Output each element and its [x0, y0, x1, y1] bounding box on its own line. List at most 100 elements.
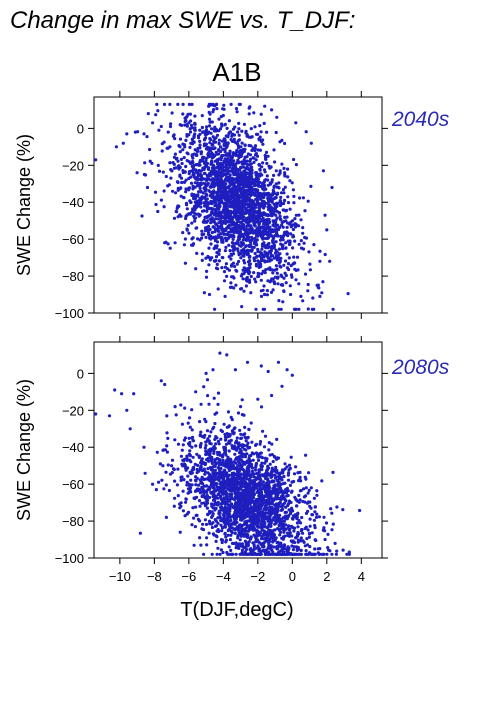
- data-point: [225, 516, 229, 520]
- data-point: [216, 391, 221, 395]
- data-point: [188, 145, 192, 149]
- data-point: [209, 430, 213, 434]
- data-point: [203, 229, 208, 233]
- data-point: [254, 132, 259, 136]
- data-point: [341, 548, 345, 552]
- data-point: [263, 434, 268, 438]
- data-point: [224, 538, 229, 542]
- data-point: [243, 180, 247, 184]
- data-point: [274, 130, 278, 135]
- data-point: [223, 139, 227, 143]
- data-point: [296, 525, 300, 529]
- data-point: [194, 226, 198, 230]
- data-point: [234, 192, 238, 196]
- data-point: [295, 547, 299, 552]
- plot-frame-2040s: [93, 96, 383, 314]
- data-point: [280, 221, 284, 225]
- data-point: [260, 501, 264, 505]
- data-point: [296, 268, 300, 272]
- data-point: [207, 292, 212, 297]
- data-point: [138, 531, 142, 535]
- data-point: [334, 552, 338, 556]
- data-point: [214, 255, 219, 259]
- data-point: [204, 443, 208, 448]
- data-point: [313, 538, 317, 542]
- data-point: [270, 108, 274, 112]
- data-point: [236, 130, 240, 134]
- data-point: [212, 108, 216, 112]
- data-point: [162, 487, 166, 491]
- data-point: [239, 552, 243, 556]
- data-point: [165, 146, 169, 150]
- data-point: [277, 480, 281, 484]
- data-point: [327, 548, 331, 552]
- data-point: [274, 202, 278, 206]
- data-point: [250, 238, 254, 242]
- data-point: [285, 266, 289, 270]
- data-point: [266, 256, 270, 260]
- data-point: [271, 497, 276, 501]
- data-point: [233, 452, 237, 456]
- data-point: [226, 497, 230, 501]
- data-point: [269, 254, 273, 258]
- data-point: [239, 252, 243, 256]
- data-point: [297, 518, 301, 523]
- data-point: [173, 479, 177, 483]
- data-point: [197, 163, 201, 167]
- data-point: [216, 488, 220, 492]
- data-point: [227, 243, 231, 247]
- data-point: [204, 275, 209, 279]
- data-point: [318, 259, 322, 263]
- data-point: [277, 299, 281, 303]
- data-point: [215, 535, 219, 539]
- data-point: [252, 111, 256, 115]
- data-point: [209, 221, 213, 225]
- data-point: [254, 241, 258, 246]
- data-point: [150, 161, 154, 165]
- data-point: [258, 124, 262, 128]
- data-point: [154, 202, 158, 207]
- data-point: [242, 534, 246, 538]
- data-point: [330, 185, 334, 190]
- data-point: [244, 284, 248, 288]
- data-point: [212, 533, 216, 537]
- data-point: [196, 149, 200, 153]
- data-point: [205, 536, 209, 540]
- data-point: [159, 198, 163, 202]
- data-point: [225, 205, 229, 209]
- data-point: [211, 498, 216, 502]
- data-point: [225, 522, 229, 526]
- data-point: [169, 122, 173, 126]
- data-point: [247, 112, 251, 116]
- data-point: [164, 470, 168, 474]
- data-point: [284, 219, 288, 223]
- data-point: [198, 139, 202, 143]
- data-point: [198, 466, 202, 470]
- data-point: [246, 490, 250, 494]
- data-point: [246, 184, 250, 189]
- data-point: [283, 271, 287, 275]
- data-point: [276, 253, 280, 258]
- data-point: [207, 459, 211, 463]
- data-point: [212, 147, 216, 151]
- data-point: [172, 216, 177, 220]
- data-point: [279, 191, 284, 195]
- data-point: [207, 246, 211, 250]
- data-point: [210, 202, 214, 206]
- data-point: [251, 486, 255, 490]
- data-point: [242, 258, 246, 263]
- data-point: [270, 229, 275, 233]
- data-point: [166, 463, 170, 467]
- data-point: [210, 142, 214, 146]
- data-point: [279, 508, 283, 512]
- data-point: [156, 109, 160, 113]
- data-point: [298, 475, 302, 479]
- data-point: [256, 148, 260, 152]
- data-point: [181, 443, 185, 447]
- data-point: [234, 222, 238, 226]
- data-point: [255, 194, 259, 198]
- data-point: [278, 203, 282, 208]
- data-point: [176, 442, 181, 446]
- data-point: [192, 122, 197, 126]
- data-point: [258, 227, 262, 231]
